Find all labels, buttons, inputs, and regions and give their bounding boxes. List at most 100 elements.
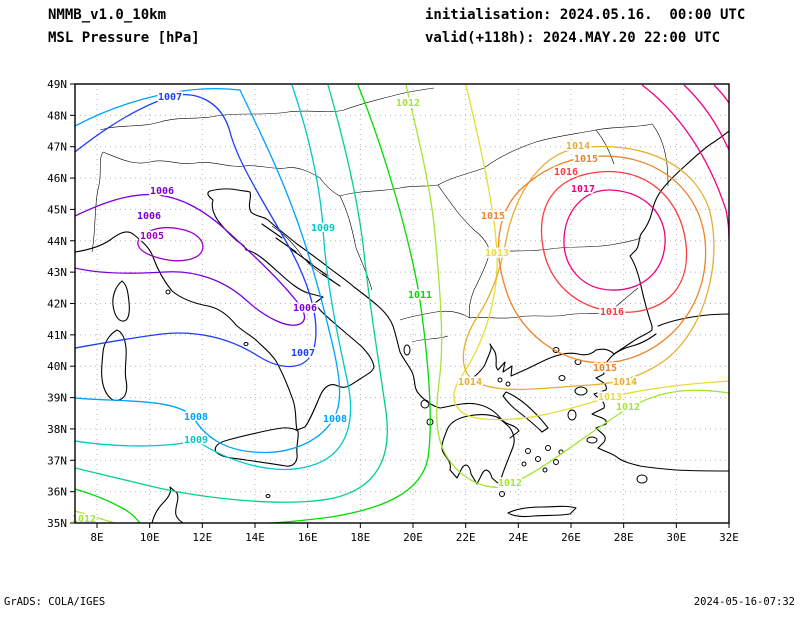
axis-label-lon: 24E xyxy=(508,531,528,544)
coastline xyxy=(629,130,729,327)
contour-label-1013: 1013 xyxy=(598,392,622,403)
contour-label-1014: 1014 xyxy=(613,377,637,388)
country-border xyxy=(355,247,373,291)
contour-line-1009 xyxy=(75,84,352,471)
axis-label-lon: 22E xyxy=(456,531,476,544)
contour-line-1007 xyxy=(75,94,317,368)
coastline xyxy=(75,188,520,439)
country-border xyxy=(437,184,475,231)
contour-label-1006: 1006 xyxy=(150,186,174,197)
axis-label-lon: 26E xyxy=(561,531,581,544)
island xyxy=(420,399,430,409)
contour-label-1012: 1012 xyxy=(396,98,420,109)
country-border xyxy=(339,184,439,197)
island xyxy=(165,289,171,295)
island xyxy=(586,436,598,444)
country-border xyxy=(483,123,653,169)
coastline xyxy=(275,237,297,253)
contour-line-1010 xyxy=(75,84,388,503)
axis-label-lat: 45N xyxy=(47,203,67,216)
contour-label-1012: 1012 xyxy=(498,478,522,489)
grid-layer xyxy=(75,83,730,524)
axis-label-lon: 14E xyxy=(245,531,265,544)
island xyxy=(499,491,505,497)
contour-line-1008 xyxy=(75,87,341,454)
contour-label-1016: 1016 xyxy=(554,167,578,178)
country-border xyxy=(469,312,609,319)
contour-line-1011 xyxy=(75,488,141,523)
contour-line-1017 xyxy=(641,84,729,239)
island xyxy=(403,344,411,356)
contour-line-1017 xyxy=(683,84,729,151)
map-frame xyxy=(74,83,730,524)
country-border xyxy=(473,229,491,253)
axis-label-lat: 39N xyxy=(47,392,67,405)
coastline xyxy=(611,333,657,357)
geography-layer xyxy=(75,87,729,523)
header-field-name: MSL Pressure [hPa] xyxy=(48,30,200,46)
island xyxy=(265,494,271,498)
island xyxy=(542,467,548,473)
contour-label-1008: 1008 xyxy=(323,414,347,425)
contour-label-1006: 1006 xyxy=(137,211,161,222)
axis-label-lat: 36N xyxy=(47,486,67,499)
contour-line-1015 xyxy=(497,155,707,364)
contour-label-1006: 1006 xyxy=(293,303,317,314)
country-border xyxy=(399,311,437,321)
coastline xyxy=(112,280,130,322)
axis-label-lon: 30E xyxy=(666,531,686,544)
header-model-name: NMMB_v1.0_10km xyxy=(48,7,167,23)
contour-line-1016 xyxy=(540,170,688,313)
contour-label-1014: 1014 xyxy=(566,141,590,152)
contour-label-1005: 1005 xyxy=(140,231,164,242)
axis-label-lat: 41N xyxy=(47,329,67,342)
country-border xyxy=(215,109,345,117)
country-border xyxy=(319,177,341,197)
coastline xyxy=(151,486,184,523)
island xyxy=(243,342,249,346)
island xyxy=(567,409,577,421)
axis-label-lon: 8E xyxy=(90,531,103,544)
island xyxy=(553,459,559,465)
contour-line-1005 xyxy=(137,226,204,262)
axis-label-lon: 18E xyxy=(350,531,370,544)
axis-label-lat: 42N xyxy=(47,298,67,311)
axis-label-lon: 10E xyxy=(140,531,160,544)
contour-label-1007: 1007 xyxy=(158,92,182,103)
coastline xyxy=(469,343,615,381)
contour-line-1012 xyxy=(75,510,115,523)
axis-label-lat: 49N xyxy=(47,78,67,91)
country-border xyxy=(102,151,321,179)
contour-line-1012 xyxy=(405,84,729,488)
country-border xyxy=(91,151,104,253)
country-border xyxy=(489,237,642,253)
axis-label-lon: 28E xyxy=(614,531,634,544)
contour-label-1017: 1017 xyxy=(571,184,595,195)
footer-timestamp: 2024-05-16-07:32 xyxy=(693,596,795,608)
country-border xyxy=(343,87,435,111)
axis-label-lat: 47N xyxy=(47,141,67,154)
contour-label-1015: 1015 xyxy=(574,154,598,165)
header-valid-time: valid(+118h): 2024.MAY.20 22:00 UTC xyxy=(425,30,721,46)
island xyxy=(558,375,566,381)
axis-label-lon: 32E xyxy=(719,531,739,544)
coastline xyxy=(657,313,729,327)
axis-label-lat: 44N xyxy=(47,235,67,248)
contour-layer xyxy=(75,84,729,523)
coastline xyxy=(507,505,577,518)
country-border xyxy=(468,251,491,319)
country-border xyxy=(99,115,217,131)
island xyxy=(521,461,527,467)
coastline xyxy=(441,414,515,485)
coastline xyxy=(291,249,313,265)
contour-line-1014 xyxy=(462,145,715,391)
axis-label-lat: 40N xyxy=(47,360,67,373)
contour-line-1013 xyxy=(453,84,729,421)
coastline xyxy=(261,223,283,239)
contour-label-1015: 1015 xyxy=(481,211,505,222)
axis-label-lon: 12E xyxy=(192,531,212,544)
axis-label-lat: 48N xyxy=(47,109,67,122)
axis-label-lat: 46N xyxy=(47,172,67,185)
